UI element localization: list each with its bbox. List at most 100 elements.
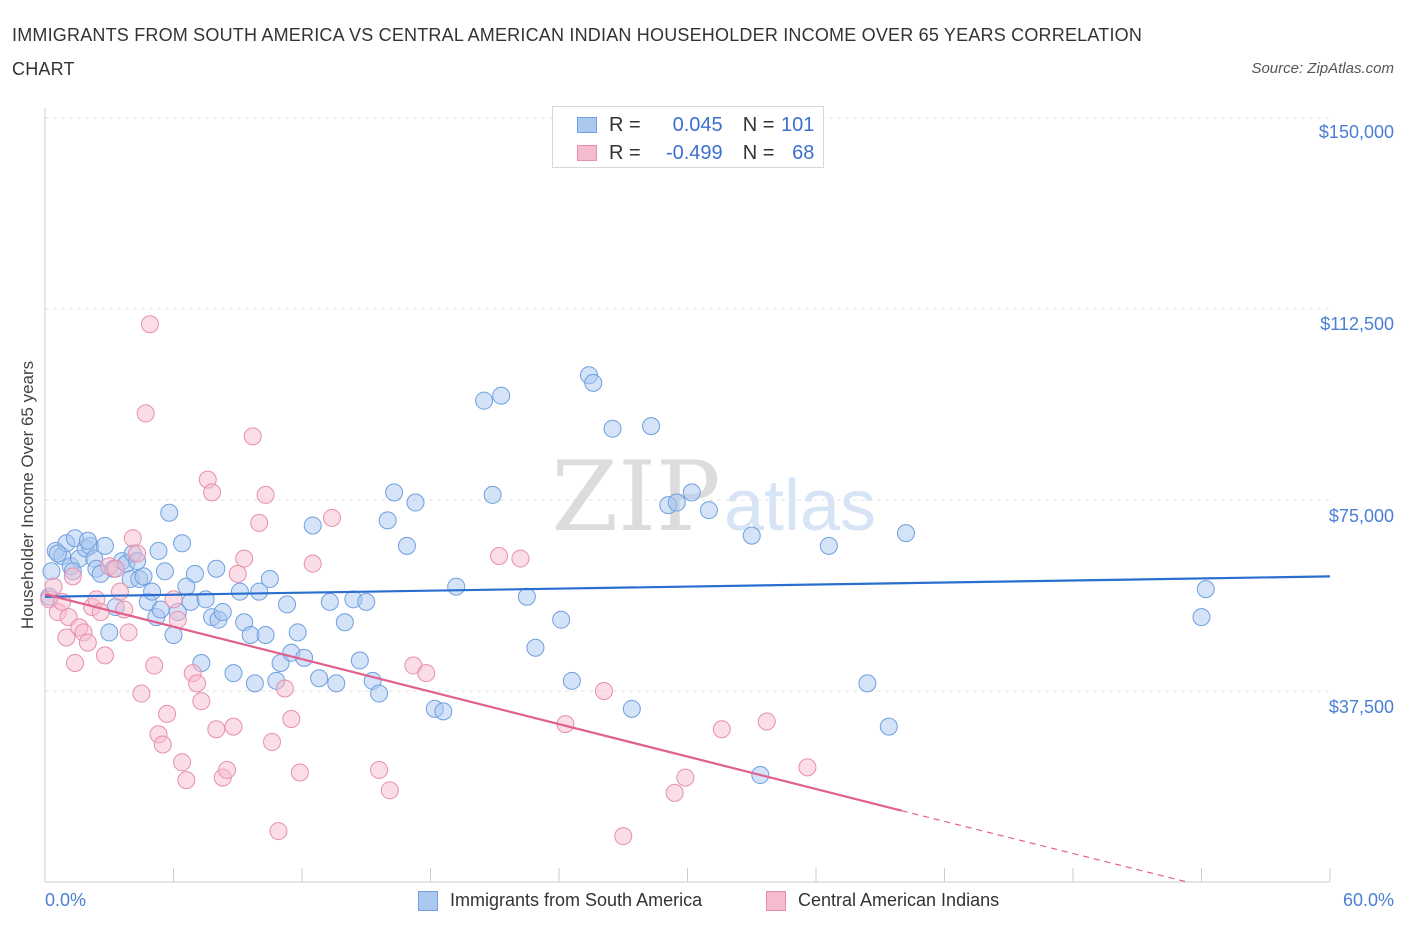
data-point (584, 373, 603, 392)
data-point (128, 544, 147, 563)
data-point (380, 781, 399, 800)
data-point (385, 483, 404, 502)
data-point (134, 567, 153, 586)
data-point (1192, 608, 1211, 627)
data-point (370, 760, 389, 779)
axes (44, 108, 1331, 883)
bottom-legend-pink: Central American Indians (766, 890, 999, 911)
data-point (65, 653, 84, 672)
bottom-legend-label-pink: Central American Indians (798, 890, 1000, 910)
data-point (95, 646, 114, 665)
data-point (676, 768, 695, 787)
data-point (44, 577, 63, 596)
data-point (263, 732, 282, 751)
x-tick-label-max: 60.0% (1342, 890, 1394, 910)
data-point (213, 603, 232, 622)
legend-r-label: R = (609, 113, 641, 136)
data-point (417, 664, 436, 683)
data-point (526, 638, 545, 657)
data-point (256, 485, 275, 504)
data-point (149, 541, 168, 560)
legend-r-value: 0.045 (672, 113, 723, 136)
data-point (173, 534, 192, 553)
data-point (335, 613, 354, 632)
data-point (151, 600, 170, 619)
bottom-legend-blue: Immigrants from South America (418, 890, 702, 911)
legend-n-label: N = (742, 141, 775, 164)
data-point (483, 485, 502, 504)
data-point (320, 592, 339, 611)
data-point (218, 760, 237, 779)
series-pink-points (40, 315, 817, 846)
data-point (517, 587, 536, 606)
data-point (819, 536, 838, 555)
data-point (57, 628, 76, 647)
data-point (757, 712, 776, 731)
data-point (173, 753, 192, 772)
data-point (155, 562, 174, 581)
data-point (241, 625, 260, 644)
data-point (224, 717, 243, 736)
data-point (1196, 580, 1215, 599)
data-point (123, 529, 142, 548)
data-point (136, 404, 155, 423)
data-point (235, 549, 254, 568)
data-point (100, 623, 119, 642)
source-credit: Source: ZipAtlas.com (1251, 60, 1394, 77)
data-point (143, 582, 162, 601)
legend-swatch-pink (577, 145, 597, 161)
data-point (95, 536, 114, 555)
trend-line-blue (44, 575, 1331, 598)
data-point (256, 625, 275, 644)
data-point (434, 702, 453, 721)
watermark: ZIP atlas (551, 441, 876, 553)
data-point (742, 526, 761, 545)
data-point (682, 483, 701, 502)
data-point (858, 674, 877, 693)
data-point (492, 386, 511, 405)
data-point (622, 699, 641, 718)
legend-n-label: N = (742, 113, 775, 136)
data-point (224, 664, 243, 683)
data-point (370, 684, 389, 703)
data-point (603, 419, 622, 438)
data-point (665, 783, 684, 802)
data-point (160, 503, 179, 522)
data-point (245, 674, 264, 693)
data-point (243, 427, 262, 446)
data-point (181, 592, 200, 611)
trend-lines (44, 575, 1331, 883)
data-point (642, 417, 661, 436)
data-point (562, 671, 581, 690)
data-point (132, 684, 151, 703)
data-point (303, 554, 322, 573)
legend-n-value: 101 (781, 113, 815, 136)
data-point (260, 569, 279, 588)
data-point (798, 758, 817, 777)
data-point (614, 827, 633, 846)
data-point (188, 674, 207, 693)
data-point (185, 564, 204, 583)
x-tick-label-min: 0.0% (45, 890, 87, 910)
data-point (177, 771, 196, 790)
data-point (322, 508, 341, 527)
data-point (275, 679, 294, 698)
data-point (406, 493, 425, 512)
data-point (78, 633, 97, 652)
data-point (699, 501, 718, 520)
data-point (207, 559, 226, 578)
data-point (327, 674, 346, 693)
data-point (896, 524, 915, 543)
data-point (250, 582, 269, 601)
data-point (350, 651, 369, 670)
data-point (42, 562, 61, 581)
data-point (552, 610, 571, 629)
data-point (310, 669, 329, 688)
correlation-legend: R = 0.045 N = 101 R = -0.499 N = 68 (552, 106, 824, 168)
data-point (290, 763, 309, 782)
data-point (203, 483, 222, 502)
data-point (879, 717, 898, 736)
data-point (250, 513, 269, 532)
data-point (78, 531, 97, 550)
